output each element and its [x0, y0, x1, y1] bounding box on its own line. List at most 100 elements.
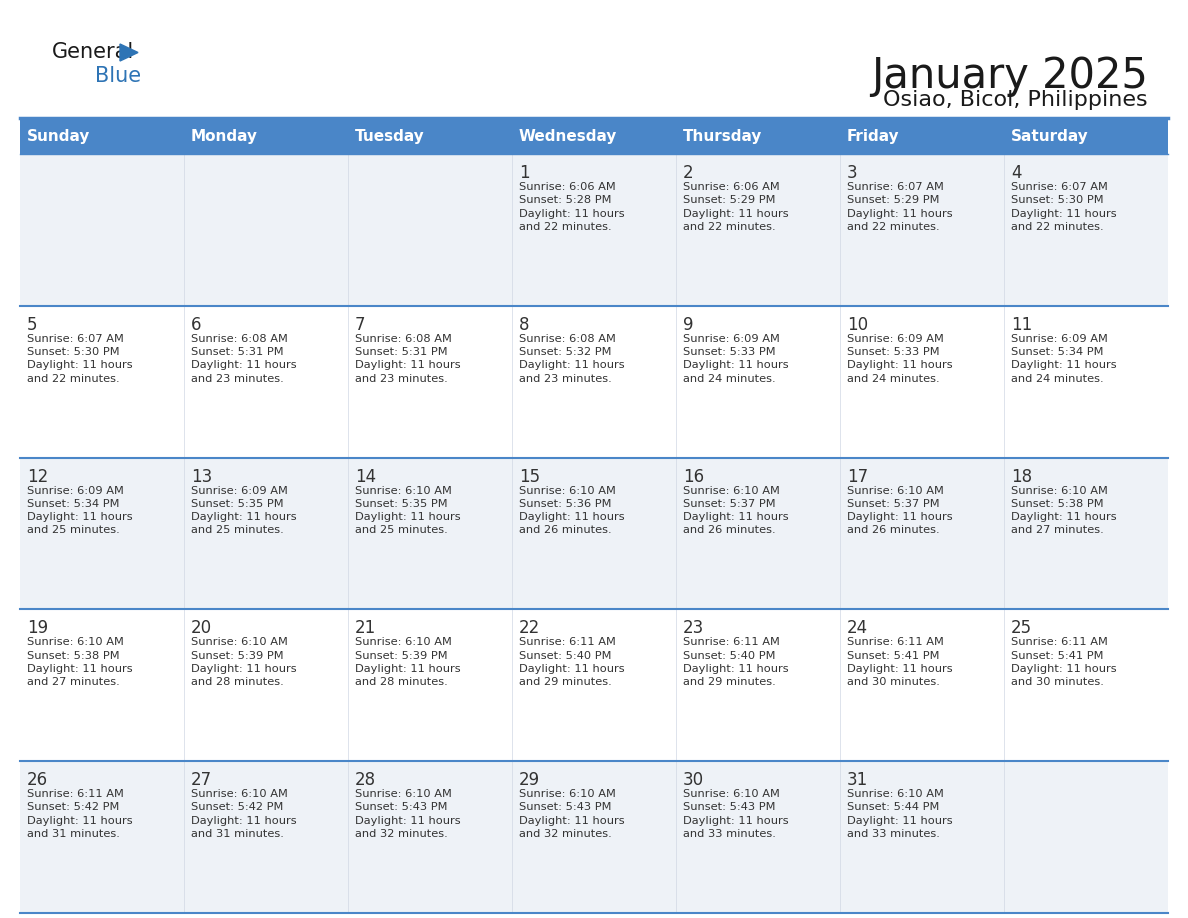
Text: Daylight: 11 hours: Daylight: 11 hours — [683, 664, 789, 674]
Text: Sunset: 5:33 PM: Sunset: 5:33 PM — [683, 347, 776, 357]
Text: 6: 6 — [191, 316, 202, 334]
Text: Daylight: 11 hours: Daylight: 11 hours — [27, 664, 133, 674]
Text: Sunset: 5:33 PM: Sunset: 5:33 PM — [847, 347, 940, 357]
Text: Sunset: 5:36 PM: Sunset: 5:36 PM — [519, 498, 612, 509]
Text: Sunrise: 6:11 AM: Sunrise: 6:11 AM — [519, 637, 615, 647]
Text: Sunday: Sunday — [27, 129, 90, 144]
Bar — [20, 610, 1168, 761]
Text: Sunrise: 6:09 AM: Sunrise: 6:09 AM — [683, 334, 779, 344]
Text: and 23 minutes.: and 23 minutes. — [191, 374, 284, 384]
Text: Daylight: 11 hours: Daylight: 11 hours — [847, 361, 953, 370]
Text: and 32 minutes.: and 32 minutes. — [355, 829, 448, 839]
Bar — [840, 118, 1004, 154]
Text: and 24 minutes.: and 24 minutes. — [1011, 374, 1104, 384]
Text: Sunset: 5:31 PM: Sunset: 5:31 PM — [191, 347, 284, 357]
Text: Sunrise: 6:07 AM: Sunrise: 6:07 AM — [1011, 182, 1108, 192]
Text: Sunset: 5:38 PM: Sunset: 5:38 PM — [1011, 498, 1104, 509]
Text: and 27 minutes.: and 27 minutes. — [1011, 525, 1104, 535]
Text: Sunset: 5:29 PM: Sunset: 5:29 PM — [683, 196, 776, 206]
Bar — [348, 118, 512, 154]
Text: Sunset: 5:41 PM: Sunset: 5:41 PM — [1011, 651, 1104, 661]
Text: Sunset: 5:39 PM: Sunset: 5:39 PM — [191, 651, 284, 661]
Text: General: General — [52, 42, 134, 62]
Text: Sunset: 5:39 PM: Sunset: 5:39 PM — [355, 651, 448, 661]
Text: Daylight: 11 hours: Daylight: 11 hours — [847, 512, 953, 522]
Text: Sunset: 5:34 PM: Sunset: 5:34 PM — [27, 498, 120, 509]
Text: 21: 21 — [355, 620, 377, 637]
Text: Daylight: 11 hours: Daylight: 11 hours — [519, 361, 625, 370]
Bar — [512, 118, 676, 154]
Text: Sunset: 5:43 PM: Sunset: 5:43 PM — [683, 802, 776, 812]
Text: Daylight: 11 hours: Daylight: 11 hours — [1011, 664, 1117, 674]
Text: and 22 minutes.: and 22 minutes. — [519, 222, 612, 232]
Text: Sunset: 5:44 PM: Sunset: 5:44 PM — [847, 802, 940, 812]
Text: Daylight: 11 hours: Daylight: 11 hours — [683, 361, 789, 370]
Text: Daylight: 11 hours: Daylight: 11 hours — [27, 512, 133, 522]
Text: 1: 1 — [519, 164, 530, 182]
Text: and 23 minutes.: and 23 minutes. — [519, 374, 612, 384]
Text: 5: 5 — [27, 316, 38, 334]
Text: Thursday: Thursday — [683, 129, 763, 144]
Text: 16: 16 — [683, 467, 704, 486]
Text: and 30 minutes.: and 30 minutes. — [847, 677, 940, 688]
Text: Daylight: 11 hours: Daylight: 11 hours — [191, 361, 297, 370]
Text: Sunset: 5:35 PM: Sunset: 5:35 PM — [355, 498, 448, 509]
Text: Sunrise: 6:09 AM: Sunrise: 6:09 AM — [27, 486, 124, 496]
Text: and 22 minutes.: and 22 minutes. — [847, 222, 940, 232]
Text: and 33 minutes.: and 33 minutes. — [847, 829, 940, 839]
Text: Daylight: 11 hours: Daylight: 11 hours — [27, 361, 133, 370]
Text: and 22 minutes.: and 22 minutes. — [683, 222, 776, 232]
Text: and 24 minutes.: and 24 minutes. — [847, 374, 940, 384]
Text: Daylight: 11 hours: Daylight: 11 hours — [847, 664, 953, 674]
Text: 20: 20 — [191, 620, 213, 637]
Text: 28: 28 — [355, 771, 377, 789]
Text: Daylight: 11 hours: Daylight: 11 hours — [683, 208, 789, 218]
Text: Daylight: 11 hours: Daylight: 11 hours — [355, 816, 461, 826]
Text: Sunrise: 6:10 AM: Sunrise: 6:10 AM — [1011, 486, 1108, 496]
Text: Sunrise: 6:10 AM: Sunrise: 6:10 AM — [355, 789, 451, 800]
Text: and 29 minutes.: and 29 minutes. — [683, 677, 776, 688]
Text: 3: 3 — [847, 164, 858, 182]
Text: and 23 minutes.: and 23 minutes. — [355, 374, 448, 384]
Text: Sunset: 5:40 PM: Sunset: 5:40 PM — [519, 651, 612, 661]
Text: 26: 26 — [27, 771, 49, 789]
Text: Daylight: 11 hours: Daylight: 11 hours — [1011, 512, 1117, 522]
Text: 14: 14 — [355, 467, 377, 486]
Text: Sunrise: 6:08 AM: Sunrise: 6:08 AM — [519, 334, 615, 344]
Text: Sunrise: 6:10 AM: Sunrise: 6:10 AM — [847, 486, 944, 496]
Text: Daylight: 11 hours: Daylight: 11 hours — [847, 816, 953, 826]
Text: Sunset: 5:37 PM: Sunset: 5:37 PM — [847, 498, 940, 509]
Text: 24: 24 — [847, 620, 868, 637]
Text: Sunset: 5:41 PM: Sunset: 5:41 PM — [847, 651, 940, 661]
Text: and 26 minutes.: and 26 minutes. — [519, 525, 612, 535]
Text: Daylight: 11 hours: Daylight: 11 hours — [1011, 361, 1117, 370]
Text: Sunrise: 6:09 AM: Sunrise: 6:09 AM — [847, 334, 944, 344]
Text: 2: 2 — [683, 164, 694, 182]
Text: Sunset: 5:43 PM: Sunset: 5:43 PM — [355, 802, 448, 812]
Text: and 32 minutes.: and 32 minutes. — [519, 829, 612, 839]
Text: Sunrise: 6:10 AM: Sunrise: 6:10 AM — [355, 637, 451, 647]
Bar — [1004, 118, 1168, 154]
Text: Sunrise: 6:10 AM: Sunrise: 6:10 AM — [683, 486, 779, 496]
Text: Sunrise: 6:07 AM: Sunrise: 6:07 AM — [27, 334, 124, 344]
Text: 8: 8 — [519, 316, 530, 334]
Text: Sunset: 5:35 PM: Sunset: 5:35 PM — [191, 498, 284, 509]
Text: Sunrise: 6:10 AM: Sunrise: 6:10 AM — [355, 486, 451, 496]
Text: 15: 15 — [519, 467, 541, 486]
Text: Sunset: 5:38 PM: Sunset: 5:38 PM — [27, 651, 120, 661]
Text: Sunset: 5:42 PM: Sunset: 5:42 PM — [191, 802, 284, 812]
Text: Sunset: 5:29 PM: Sunset: 5:29 PM — [847, 196, 940, 206]
Text: 4: 4 — [1011, 164, 1022, 182]
Text: 18: 18 — [1011, 467, 1032, 486]
Text: Sunset: 5:30 PM: Sunset: 5:30 PM — [1011, 196, 1104, 206]
Text: Sunrise: 6:10 AM: Sunrise: 6:10 AM — [847, 789, 944, 800]
Text: Sunrise: 6:09 AM: Sunrise: 6:09 AM — [191, 486, 287, 496]
Text: Blue: Blue — [95, 66, 141, 86]
Text: and 22 minutes.: and 22 minutes. — [27, 374, 120, 384]
Text: and 25 minutes.: and 25 minutes. — [27, 525, 120, 535]
Text: January 2025: January 2025 — [871, 55, 1148, 97]
Text: Sunrise: 6:11 AM: Sunrise: 6:11 AM — [847, 637, 944, 647]
Text: Sunset: 5:34 PM: Sunset: 5:34 PM — [1011, 347, 1104, 357]
Text: Sunrise: 6:08 AM: Sunrise: 6:08 AM — [355, 334, 451, 344]
Text: Sunrise: 6:10 AM: Sunrise: 6:10 AM — [519, 486, 615, 496]
